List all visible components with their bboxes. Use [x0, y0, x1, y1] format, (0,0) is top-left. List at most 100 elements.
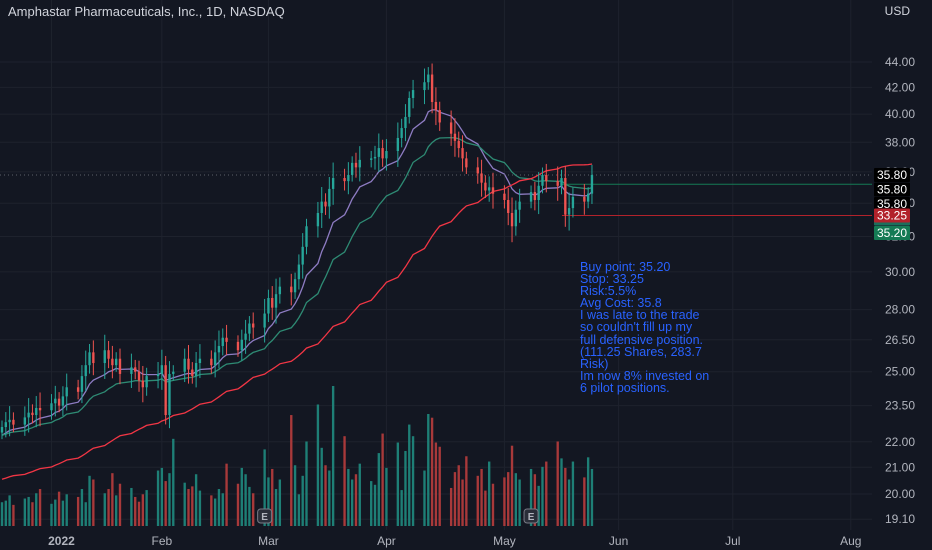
candle-body	[457, 140, 460, 149]
volume-bar	[65, 494, 68, 526]
price-label-box	[874, 225, 910, 240]
volume-bar	[438, 446, 441, 526]
candle-body	[198, 358, 202, 364]
earnings-marker-label: E	[261, 512, 268, 523]
symbol-title[interactable]: Amphastar Pharmaceuticals, Inc., 1D, NAS…	[8, 4, 285, 19]
candle-body	[586, 193, 590, 202]
volume-bar	[465, 456, 468, 526]
y-tick-label: 40.00	[885, 107, 915, 121]
candle-body	[583, 196, 586, 202]
candle-body	[160, 365, 164, 374]
price-label-box	[874, 182, 910, 197]
volume-bar	[533, 474, 537, 526]
volume-bar	[80, 489, 84, 526]
volume-bar	[31, 502, 34, 526]
volume-bar	[305, 441, 308, 526]
candle-body	[541, 174, 544, 186]
candle-body	[164, 365, 167, 416]
candle-body	[88, 352, 91, 366]
volume-bar	[411, 436, 415, 526]
candle-body	[191, 369, 194, 377]
candle-body	[80, 376, 84, 392]
trade-note: Buy point: 35.20 Stop: 33.25 Risk:5.5% A…	[580, 260, 710, 395]
x-tick-label: Jun	[609, 534, 628, 548]
candle-body	[503, 193, 506, 201]
candle-body	[331, 178, 335, 189]
candle-body	[529, 192, 533, 202]
volume-bar	[194, 474, 198, 526]
y-tick-label: 26.50	[885, 333, 915, 347]
price-label-text: 35.80	[877, 168, 907, 182]
candle-body	[301, 246, 304, 265]
volume-bar	[541, 466, 544, 526]
candle-body	[411, 90, 415, 98]
volume-bar	[331, 386, 335, 526]
earnings-marker-badge[interactable]	[523, 508, 539, 524]
candle-body	[76, 387, 80, 392]
candle-body	[61, 396, 65, 406]
candle-body	[187, 358, 190, 370]
candle-body	[590, 174, 594, 194]
candle-body	[145, 376, 148, 388]
y-axis: 44.0042.0040.0038.0036.0034.0032.0030.00…	[885, 55, 915, 526]
currency-label[interactable]: USD	[884, 4, 910, 18]
volume-bar	[137, 501, 141, 526]
earnings-marker-badge[interactable]	[257, 508, 273, 524]
volume-bar	[191, 486, 194, 526]
x-tick-label: Jul	[725, 534, 740, 548]
candle-body	[210, 358, 213, 366]
volume-bar	[564, 467, 567, 526]
volume-bar	[225, 463, 228, 526]
volume-bar	[244, 474, 247, 526]
candle-body	[400, 128, 403, 138]
volume-bar	[57, 491, 61, 526]
moving-averages	[1, 109, 593, 480]
candlesticks	[0, 63, 594, 440]
volume-bar	[586, 457, 590, 526]
volume-bar	[213, 498, 217, 526]
candle-body	[84, 365, 87, 377]
volume-bar	[23, 498, 27, 526]
y-tick-label: 22.00	[885, 435, 915, 449]
volume-bar	[430, 417, 434, 526]
volume-bar	[172, 438, 175, 526]
candle-body	[305, 226, 308, 247]
candle-body	[556, 181, 559, 186]
price-label-box	[874, 208, 910, 223]
volume-bar	[491, 483, 495, 526]
volume-bar	[320, 447, 323, 526]
volume-bar	[449, 487, 453, 526]
earnings-marker[interactable]: E	[523, 508, 539, 524]
volume-bar	[84, 502, 87, 526]
volume-bar	[183, 482, 186, 526]
volume-bar	[141, 494, 145, 526]
candle-body	[130, 367, 133, 374]
candle-body	[92, 352, 95, 364]
candle-body	[343, 178, 346, 182]
candle-body	[377, 148, 380, 157]
volume-bar	[0, 502, 4, 526]
ma-line-ema-10	[1, 109, 593, 436]
y-tick-label: 23.50	[885, 399, 915, 413]
candle-body	[423, 82, 426, 91]
volume-bar	[537, 485, 540, 526]
price-label-text: 35.80	[877, 197, 907, 211]
volume-bar	[236, 483, 240, 526]
candle-body	[324, 201, 327, 207]
candle-body	[248, 323, 251, 334]
level-lines	[0, 174, 872, 216]
volume-bar	[461, 479, 464, 526]
volume-bar	[27, 496, 30, 526]
candle-body	[50, 403, 53, 411]
volume-bar	[221, 493, 224, 526]
earnings-marker[interactable]: E	[257, 508, 273, 524]
candle-body	[31, 412, 34, 416]
volume-bar	[54, 499, 57, 526]
candle-body	[213, 352, 217, 366]
volume-bar	[88, 475, 91, 526]
candle-body	[278, 286, 282, 295]
volume-bar	[427, 414, 430, 526]
